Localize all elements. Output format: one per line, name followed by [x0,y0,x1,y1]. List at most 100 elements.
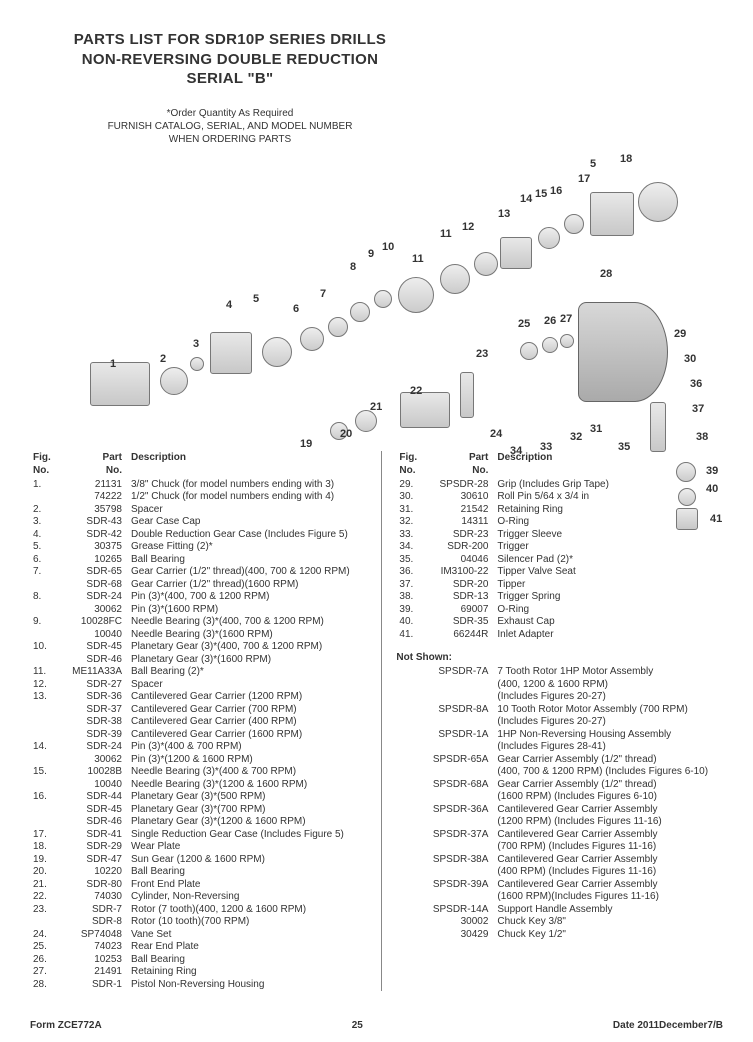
cell-part: SDR-45 [58,804,128,817]
cell-fig [396,916,424,929]
cell-part [424,891,494,904]
cell-desc: Pistol Non-Reversing Housing [128,979,371,992]
table-row: (Includes Figures 28-41) [396,741,723,754]
cell-desc: Gear Carrier Assembly (1/2" thread) [494,779,723,792]
cell-fig [30,579,58,592]
cell-fig [30,779,58,792]
cell-part: 66244R [424,629,494,642]
cell-desc: Silencer Pad (2)* [494,554,723,567]
callout-number: 27 [560,312,572,326]
cell-part [424,766,494,779]
col-header-part: PartNo. [58,451,128,479]
table-row: 39.69007O-Ring [396,604,723,617]
cell-desc: Planetary Gear (3)*(1200 & 1600 RPM) [128,816,371,829]
table-row: SDR-68Gear Carrier (1/2" thread)(1600 RP… [30,579,371,592]
cell-desc: O-Ring [494,604,723,617]
cell-fig: 35. [396,554,424,567]
table-row: (1200 RPM) (Includes Figures 11-16) [396,816,723,829]
cell-fig: 34. [396,541,424,554]
callout-number: 19 [300,437,312,451]
cell-part: SDR-47 [58,854,128,867]
cell-part: SDR-35 [424,616,494,629]
cell-desc: Spacer [128,504,371,517]
table-row: SPSDR-38ACantilevered Gear Carrier Assem… [396,854,723,867]
cell-part: 74030 [58,891,128,904]
table-row: (1600 RPM) (Includes Figures 6-10) [396,791,723,804]
table-row: 29.SPSDR-28Grip (Includes Grip Tape) [396,479,723,492]
diagram-part-shape [328,317,348,337]
cell-desc: (Includes Figures 20-27) [494,691,723,704]
cell-fig [396,904,424,917]
table-row: 35.04046Silencer Pad (2)* [396,554,723,567]
col-header-part: PartNo. [424,451,494,479]
cell-desc: (1600 RPM) (Includes Figures 6-10) [494,791,723,804]
cell-desc: Planetary Gear (3)*(500 RPM) [128,791,371,804]
callout-number: 14 [520,192,532,206]
parts-list-right: Fig.No. PartNo. Description 29.SPSDR-28G… [381,451,723,992]
cell-desc: Support Handle Assembly [494,904,723,917]
table-row: 32.14311O-Ring [396,516,723,529]
callout-number: 32 [570,430,582,444]
table-row: 34.SDR-200Trigger [396,541,723,554]
cell-fig: 13. [30,691,58,704]
cell-part: 35798 [58,504,128,517]
cell-desc: Planetary Gear (3)*(1600 RPM) [128,654,371,667]
cell-fig [30,754,58,767]
cell-desc: Cylinder, Non-Reversing [128,891,371,904]
cell-desc: Needle Bearing (3)*(400, 700 & 1200 RPM) [128,616,371,629]
cell-part: SDR-42 [58,529,128,542]
diagram-part-shape [564,214,584,234]
cell-desc: Cantilevered Gear Carrier Assembly [494,879,723,892]
cell-desc: Ball Bearing [128,866,371,879]
cell-fig: 41. [396,629,424,642]
cell-fig: 36. [396,566,424,579]
callout-number: 16 [550,184,562,198]
cell-desc: (400, 700 & 1200 RPM) (Includes Figures … [494,766,723,779]
cell-desc: (1600 RPM)(Includes Figures 11-16) [494,891,723,904]
cell-fig: 9. [30,616,58,629]
diagram-part-shape [350,302,370,322]
cell-part: SDR-23 [424,529,494,542]
table-row: SDR-39Cantilevered Gear Carrier (1600 RP… [30,729,371,742]
cell-fig [396,716,424,729]
cell-part: SDR-29 [58,841,128,854]
cell-fig [396,729,424,742]
cell-desc: Front End Plate [128,879,371,892]
cell-fig [396,879,424,892]
table-row: 26.10253Ball Bearing [30,954,371,967]
cell-desc: Cantilevered Gear Carrier Assembly [494,829,723,842]
table-row: 6.10265Ball Bearing [30,554,371,567]
cell-desc: Gear Carrier Assembly (1/2" thread) [494,754,723,767]
cell-desc: Cantilevered Gear Carrier Assembly [494,804,723,817]
table-row: 2.35798Spacer [30,504,371,517]
table-row: 23.SDR-7Rotor (7 tooth)(400, 1200 & 1600… [30,904,371,917]
cell-fig: 16. [30,791,58,804]
table-row: 21.SDR-80Front End Plate [30,879,371,892]
diagram-part-shape [262,337,292,367]
cell-part [424,679,494,692]
cell-fig [396,804,424,817]
callout-number: 4 [226,298,232,312]
callout-number: 37 [692,402,704,416]
exploded-view-diagram: 1234567891011111213141516171851920212223… [30,152,723,447]
cell-part: SPSDR-38A [424,854,494,867]
callout-number: 6 [293,302,299,316]
table-row: SPSDR-68AGear Carrier Assembly (1/2" thr… [396,779,723,792]
cell-fig: 3. [30,516,58,529]
diagram-part-shape [678,488,696,506]
table-row: 40.SDR-35Exhaust Cap [396,616,723,629]
cell-fig: 29. [396,479,424,492]
table-row: 18.SDR-29Wear Plate [30,841,371,854]
callout-number: 2 [160,352,166,366]
cell-part: SPSDR-37A [424,829,494,842]
cell-desc: 10 Tooth Rotor Motor Assembly (700 RPM) [494,704,723,717]
table-row: 41.66244RInlet Adapter [396,629,723,642]
table-row: SPSDR-36ACantilevered Gear Carrier Assem… [396,804,723,817]
order-note-2: FURNISH CATALOG, SERIAL, AND MODEL NUMBE… [60,120,400,133]
cell-part: SDR-200 [424,541,494,554]
table-row: 30002Chuck Key 3/8" [396,916,723,929]
cell-fig: 18. [30,841,58,854]
callout-number: 18 [620,152,632,166]
table-row: 13.SDR-36Cantilevered Gear Carrier (1200… [30,691,371,704]
cell-fig: 11. [30,666,58,679]
